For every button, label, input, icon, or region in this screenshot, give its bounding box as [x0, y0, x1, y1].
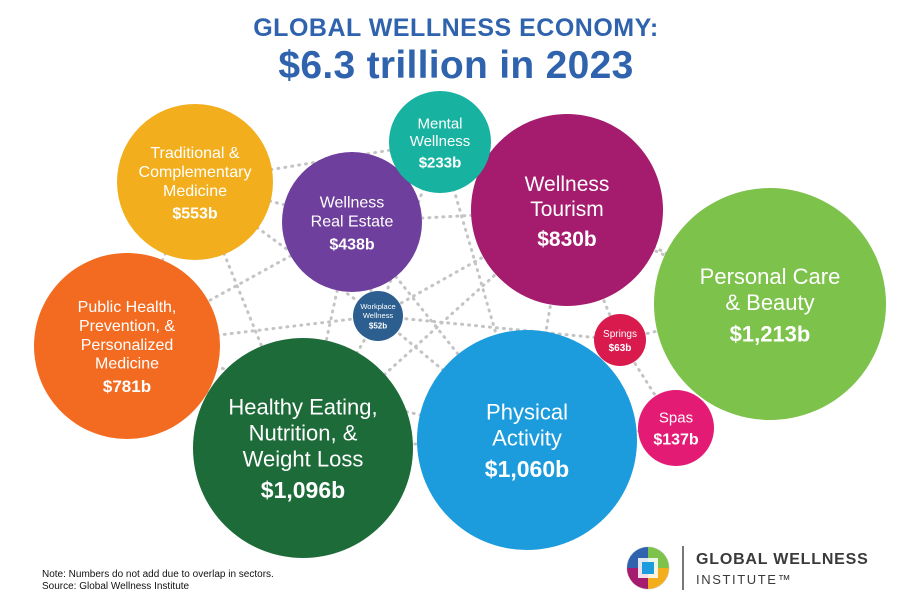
- bubble-label: Spas: [659, 410, 693, 427]
- bubble-label: Public Health,: [78, 299, 177, 316]
- bubble-value-label: $830b: [537, 228, 597, 251]
- source-text: Source: Global Wellness Institute: [42, 581, 190, 592]
- bubble-label: Workplace: [360, 302, 395, 311]
- bubble-label: Real Estate: [311, 213, 394, 230]
- bubble-label: Springs: [603, 329, 637, 340]
- bubble-label: & Beauty: [725, 290, 814, 315]
- bubble-label: Healthy Eating,: [228, 394, 377, 419]
- bubble-label: Activity: [492, 425, 562, 450]
- bubble-circle: [353, 291, 403, 341]
- bubble-label: Wellness: [363, 311, 394, 320]
- connector-line: [193, 180, 380, 318]
- bubble-circle: [471, 114, 663, 306]
- bubble-value-label: $1,096b: [261, 477, 345, 503]
- bubble-label: Medicine: [95, 356, 159, 373]
- note-text: Note: Numbers do not add due to overlap …: [42, 569, 274, 580]
- bubble-value-label: $553b: [172, 206, 218, 223]
- bubble-label: Complementary: [139, 164, 252, 181]
- bubble-circle: [654, 188, 886, 420]
- logo-name: GLOBAL WELLNESS: [696, 551, 869, 568]
- bubble-label: Physical: [486, 399, 568, 424]
- bubble-label: Tourism: [530, 198, 604, 221]
- title-line-1: GLOBAL WELLNESS ECONOMY:: [253, 14, 659, 42]
- bubble-label: Wellness: [525, 173, 610, 196]
- bubble-label: Medicine: [163, 183, 227, 200]
- bubble-circle: [282, 152, 422, 292]
- bubble-circle: [389, 91, 491, 193]
- bubble-label: Wellness: [410, 133, 471, 150]
- gwi-logo-mark-icon: [626, 546, 670, 590]
- gwi-logo: GLOBAL WELLNESS INSTITUTE™: [626, 546, 896, 592]
- bubble-value-label: $1,213b: [730, 322, 811, 347]
- bubble: Springs $63b: [594, 314, 646, 366]
- bubble-circle: [638, 390, 714, 466]
- title-line-2: $6.3 trillion in 2023: [278, 44, 634, 87]
- bubble: Traditional & Complementary Medicine $553b: [117, 104, 273, 260]
- bubble: Personal Care& Beauty $1,213b: [654, 188, 886, 420]
- logo-divider: [682, 546, 684, 590]
- bubble-label: Mental: [417, 115, 462, 132]
- bubble-circle: [117, 104, 273, 260]
- bubble-value-label: $63b: [609, 343, 632, 354]
- bubble-label: Weight Loss: [243, 446, 364, 471]
- logo-subtitle: INSTITUTE™: [696, 572, 793, 587]
- bubble-layer: Personal Care& Beauty $1,213b Healthy Eati…: [34, 91, 886, 558]
- bubble: Spas $137b: [638, 390, 714, 466]
- bubble: Healthy Eating,Nutrition, &Weight Loss $1…: [193, 338, 413, 558]
- bubble-label: Wellness: [320, 195, 385, 212]
- bubble-circle: [417, 330, 637, 550]
- bubble-value-label: $781b: [103, 377, 151, 396]
- bubble-value-label: $1,060b: [485, 456, 569, 482]
- bubble-circle: [34, 253, 220, 439]
- footnote: Note: Numbers do not add due to overlap …: [42, 569, 274, 593]
- bubble-circle: [193, 338, 413, 558]
- bubble-value-label: $52b: [369, 322, 387, 331]
- bubble-value-label: $233b: [419, 155, 462, 172]
- bubble-circle: [594, 314, 646, 366]
- bubble: Public Health, Prevention, & Personalized M…: [34, 253, 220, 439]
- bubble-label: Prevention, &: [79, 318, 175, 335]
- bubble-value-label: $137b: [653, 431, 699, 448]
- connector-line: [376, 314, 622, 342]
- bubble-label: Personal Care: [700, 264, 841, 289]
- bubble-value-label: $438b: [329, 236, 375, 253]
- bubble-label: Traditional &: [150, 145, 240, 162]
- bubble-label: Personalized: [81, 337, 174, 354]
- bubble-label: Nutrition, &: [249, 420, 358, 445]
